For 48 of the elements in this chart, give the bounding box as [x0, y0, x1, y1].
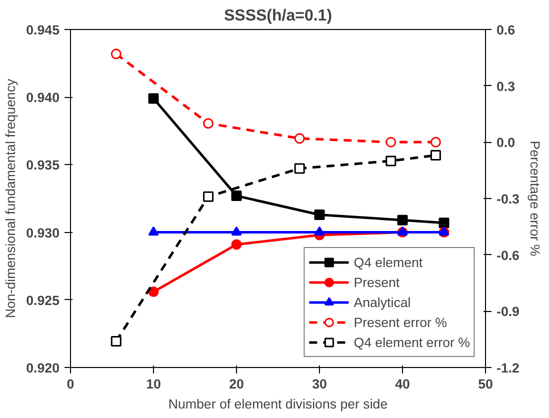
point [314, 226, 325, 236]
point [430, 150, 441, 161]
chart-title: SSSS(h/a=0.1) [224, 8, 332, 24]
point [386, 136, 396, 148]
point [294, 163, 305, 174]
legend-label: Analytical [354, 294, 411, 310]
x-tick-label: 10 [146, 376, 161, 392]
x-axis-title: Number of element divisions per side [168, 396, 388, 412]
y2-tick-label: -0.3 [496, 192, 520, 206]
y-tick-label: 0.920 [26, 360, 60, 376]
x-tick-label: 20 [229, 376, 244, 392]
point [231, 226, 242, 236]
y-tick-label: 0.945 [26, 22, 60, 38]
point [438, 218, 450, 228]
x-tick-label: 50 [478, 376, 493, 392]
point [430, 136, 441, 148]
y2-tick-label: -0.9 [496, 304, 520, 320]
y2-tick-label: 0.6 [496, 22, 516, 38]
point [148, 226, 159, 236]
legend-label: Q4 element error % [354, 334, 470, 350]
point [397, 214, 408, 226]
y-tick-label: 0.930 [26, 225, 60, 240]
point [231, 190, 242, 202]
legend-label: Present [354, 274, 400, 290]
y-axis-title: Non-dimensional fundamental frequency [3, 78, 18, 318]
y-tick-label: 0.940 [26, 90, 60, 106]
y2-tick-label: -1.2 [496, 360, 520, 376]
legend-label: Present error % [354, 314, 448, 330]
point [203, 118, 214, 129]
x-tick-label: 40 [395, 376, 410, 392]
y-tick-label: 0.925 [26, 292, 60, 308]
x-tick-label: 30 [312, 376, 327, 392]
legend-label: Q4 element [354, 254, 423, 270]
point [294, 133, 305, 144]
point [110, 336, 122, 346]
point [314, 209, 325, 220]
point [110, 48, 122, 60]
point [148, 93, 159, 104]
y2-tick-label: 0.3 [496, 78, 516, 94]
y2-tick-label: 0.0 [496, 135, 516, 150]
point [231, 239, 242, 250]
x-tick-label: 0 [66, 376, 74, 392]
point [203, 191, 214, 202]
y2-axis-title: Percentage error % [527, 140, 542, 256]
y2-tick-label: -0.6 [496, 248, 520, 263]
point [386, 156, 396, 166]
y-tick-label: 0.935 [26, 158, 60, 173]
point [148, 286, 159, 298]
